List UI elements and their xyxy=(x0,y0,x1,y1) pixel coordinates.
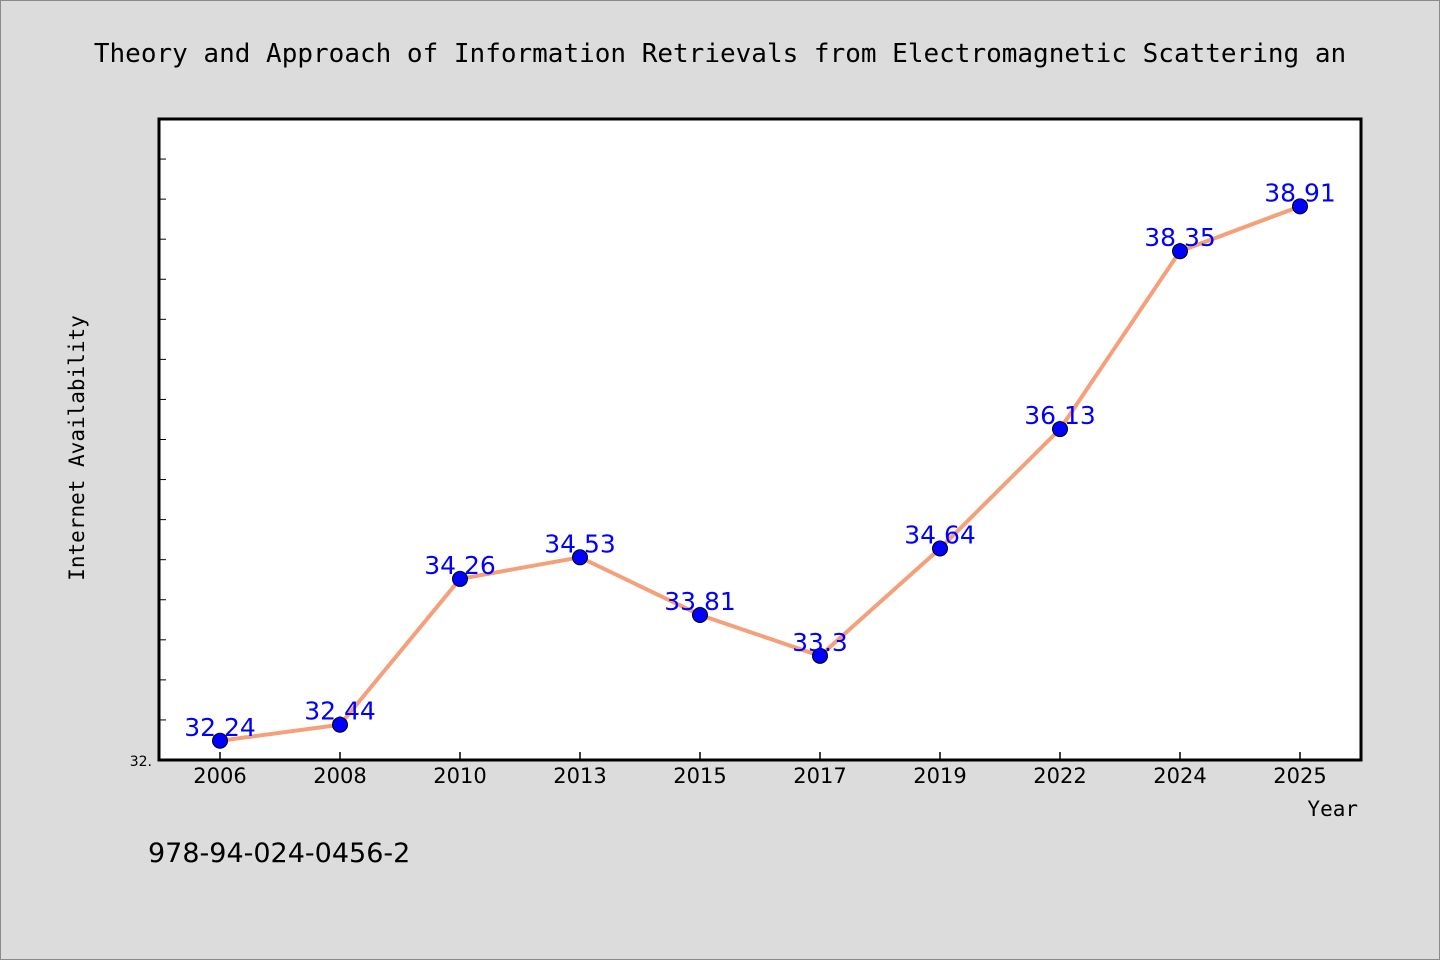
data-label: 38.35 xyxy=(1144,223,1216,252)
y-axis-title: Internet Availability xyxy=(65,315,89,581)
data-label: 33.3 xyxy=(792,628,848,657)
data-point xyxy=(1292,198,1308,215)
x-axis-title: Year xyxy=(1307,797,1358,821)
data-label: 34.64 xyxy=(904,520,976,549)
x-tick-label: 2013 xyxy=(553,764,606,788)
x-tick-label: 2022 xyxy=(1033,764,1086,788)
plot-border xyxy=(157,117,1363,762)
series-line xyxy=(219,204,1301,743)
plot-area xyxy=(159,119,1361,760)
data-point xyxy=(812,647,828,664)
data-label: 33.81 xyxy=(664,587,736,616)
data-label: 34.53 xyxy=(544,529,616,558)
y-tick-label: 32. xyxy=(130,754,152,770)
data-label: 36.13 xyxy=(1024,401,1096,430)
x-tick-label: 2010 xyxy=(433,764,486,788)
data-point xyxy=(452,570,468,587)
x-tick-label: 2015 xyxy=(673,764,726,788)
data-label: 34.26 xyxy=(424,551,496,580)
data-point xyxy=(332,716,348,733)
x-tick-label: 2019 xyxy=(913,764,966,788)
series-markers xyxy=(212,198,1308,749)
data-point xyxy=(932,540,948,557)
data-point xyxy=(212,732,228,749)
chart-title: Theory and Approach of Information Retri… xyxy=(94,39,1346,69)
data-label: 32.44 xyxy=(304,697,376,726)
isbn-text: 978-94-024-0456-2 xyxy=(148,838,410,869)
data-point xyxy=(572,549,588,566)
x-tick-label: 2008 xyxy=(313,764,366,788)
data-point xyxy=(692,606,708,623)
data-label: 38.91 xyxy=(1264,178,1336,207)
data-point xyxy=(1052,421,1068,438)
data-label: 32.24 xyxy=(184,713,256,742)
x-tick-label: 2025 xyxy=(1273,764,1326,788)
x-axis-ticks: 2006 2008 2010 2013 2015 2017 2019 2022 2024 2025 xyxy=(193,752,1327,788)
x-tick-label: 2024 xyxy=(1153,764,1206,788)
data-labels: 32.24 32.44 34.26 34.53 33.81 33.3 34.64 36.13 3… xyxy=(184,178,1336,741)
data-point xyxy=(1172,243,1188,260)
x-tick-label: 2006 xyxy=(193,764,246,788)
x-tick-label: 2017 xyxy=(793,764,846,788)
